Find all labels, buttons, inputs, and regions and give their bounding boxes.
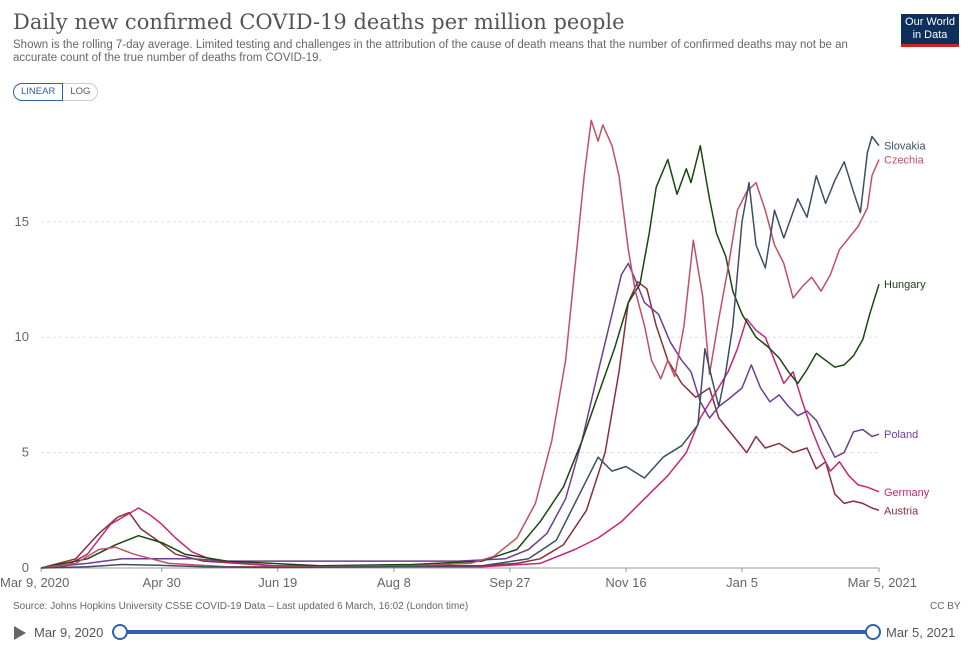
scale-toggle: LINEAR LOG [13, 83, 99, 101]
series-line-austria [40, 281, 880, 569]
x-tick-label: Jun 19 [258, 575, 297, 590]
x-tick-label: Mar 9, 2020 [0, 575, 69, 590]
x-tick-label: Apr 30 [143, 575, 181, 590]
chart-subtitle: Shown is the rolling 7-day average. Limi… [13, 39, 848, 64]
timeline-end-handle[interactable] [865, 624, 881, 640]
series-line-germany [40, 318, 880, 569]
play-icon[interactable] [14, 626, 26, 640]
series-label-hungary: Hungary [884, 279, 926, 291]
logo-line-1: Our World [905, 16, 955, 28]
timeline: Mar 9, 2020 Mar 5, 2021 [0, 620, 969, 644]
series-lines [40, 119, 880, 569]
x-tick-label: Nov 16 [605, 575, 646, 590]
series-labels: Slovakia Czechia Hungary Poland Germany Austr… [884, 141, 930, 518]
series-label-austria: Austria [884, 505, 919, 517]
owid-logo[interactable]: Our World in Data [901, 14, 959, 47]
series-label-poland: Poland [884, 429, 918, 441]
chart-title: Daily new confirmed COVID-19 deaths per … [13, 10, 625, 34]
series-label-slovakia: Slovakia [884, 141, 926, 153]
logo-line-2: in Data [912, 29, 948, 41]
timeline-start-label: Mar 9, 2020 [34, 625, 104, 640]
y-tick-label: 15 [15, 214, 29, 229]
timeline-track[interactable] [119, 630, 873, 634]
series-line-slovakia [40, 135, 880, 569]
y-tick-label: 5 [22, 445, 29, 460]
license-link[interactable]: CC BY [930, 601, 961, 612]
series-line-poland [40, 262, 880, 569]
x-tick-label: Mar 5, 2021 [848, 575, 917, 590]
timeline-start-handle[interactable] [112, 624, 128, 640]
timeline-end-label: Mar 5, 2021 [886, 625, 956, 640]
x-tick-label: Sep 27 [489, 575, 530, 590]
x-axis-ticks: Mar 9, 2020 Apr 30 Jun 19 Aug 8 Sep 27 Nov 16… [0, 568, 917, 590]
x-tick-label: Aug 8 [377, 575, 411, 590]
y-tick-label: 10 [15, 329, 29, 344]
source-note: Source: Johns Hopkins University CSSE CO… [13, 601, 469, 612]
y-tick-label: 0 [22, 560, 29, 575]
y-axis-ticks: 0 5 10 15 [15, 214, 29, 575]
chart-grid [41, 221, 879, 569]
log-scale-button[interactable]: LOG [63, 83, 99, 101]
series-line-hungary [40, 144, 880, 569]
line-chart: 0 5 10 15 Mar 9, 2020 Apr 30 Jun 19 Aug 8 Sep 2… [0, 119, 930, 590]
series-line-czechia [40, 119, 880, 569]
linear-scale-button[interactable]: LINEAR [13, 83, 64, 101]
series-label-czechia: Czechia [884, 155, 925, 167]
x-tick-label: Jan 5 [726, 575, 758, 590]
series-label-germany: Germany [884, 487, 930, 499]
